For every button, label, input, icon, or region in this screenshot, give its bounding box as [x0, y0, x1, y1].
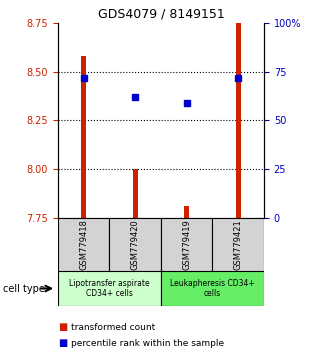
Text: ■: ■: [58, 322, 67, 332]
Text: Leukapheresis CD34+
cells: Leukapheresis CD34+ cells: [170, 279, 255, 298]
Bar: [161, 271, 264, 306]
Bar: [213, 218, 264, 271]
Bar: [161, 218, 213, 271]
Text: GSM779419: GSM779419: [182, 219, 191, 270]
Bar: [81, 56, 86, 218]
Text: GSM779421: GSM779421: [234, 219, 243, 270]
Bar: [236, 23, 241, 218]
Bar: [109, 218, 161, 271]
Title: GDS4079 / 8149151: GDS4079 / 8149151: [97, 7, 224, 21]
Text: ■: ■: [58, 338, 67, 348]
Bar: [184, 206, 189, 218]
Bar: [58, 218, 109, 271]
Text: percentile rank within the sample: percentile rank within the sample: [71, 339, 224, 348]
Text: GSM779418: GSM779418: [79, 219, 88, 270]
Bar: [58, 271, 161, 306]
Bar: [133, 169, 138, 218]
Text: Lipotransfer aspirate
CD34+ cells: Lipotransfer aspirate CD34+ cells: [69, 279, 149, 298]
Text: cell type: cell type: [3, 284, 45, 293]
Text: transformed count: transformed count: [71, 323, 155, 332]
Text: GSM779420: GSM779420: [131, 219, 140, 270]
